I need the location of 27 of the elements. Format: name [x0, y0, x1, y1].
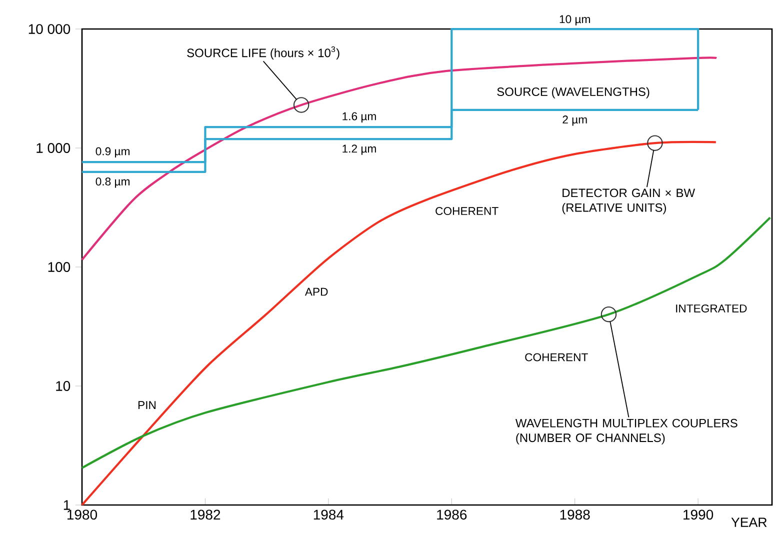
annotation: COHERENT	[525, 353, 588, 362]
x-tick-label: 1984	[314, 510, 344, 520]
y-tick-label: 100	[48, 262, 70, 272]
x-tick-label: 1988	[560, 510, 590, 520]
annotation: 2 µm	[562, 116, 587, 126]
annotation: 10 µm	[560, 15, 590, 26]
annotation: COHERENT	[436, 207, 498, 216]
annotation: INTEGRATED	[676, 304, 747, 312]
annotation: 0.8 µm	[96, 178, 130, 188]
x-tick-label: 1986	[437, 510, 467, 520]
x-tick-label: 1980	[67, 510, 98, 520]
annotation: SOURCE LIFE (hours × 10$^{3}$)	[187, 46, 340, 60]
y-tick-label: 1 000	[36, 143, 70, 153]
annotation: 1.6 µm	[342, 112, 376, 123]
y-tick-label: 10	[56, 381, 70, 391]
annotation: DETECTOR GAIN × BW (RELATIVE UNITS)	[562, 188, 696, 214]
annotation: SOURCE (WAVELENGTHS)	[497, 87, 650, 98]
y-tick-label: 1	[64, 500, 70, 510]
annotation: 1.2 µm	[342, 144, 376, 155]
y-tick-label: 10 000	[28, 24, 70, 34]
annotation: PIN	[138, 401, 156, 409]
x-tick-label: 1982	[190, 510, 220, 520]
annotation: WAVELENGTH MULTIPLEX COUPLERS (NUMBER OF CHANNELS)	[515, 418, 738, 444]
x-axis-title: YEAR	[731, 518, 767, 527]
annotation: 0.9 µm	[96, 147, 130, 158]
x-tick-label: 1990	[684, 510, 714, 520]
annotation: APD	[304, 288, 328, 296]
